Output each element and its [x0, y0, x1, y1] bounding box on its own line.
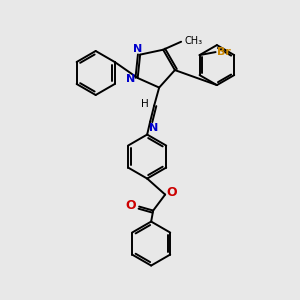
Text: H: H [141, 99, 149, 109]
Text: O: O [126, 199, 136, 212]
Text: Br: Br [217, 47, 230, 57]
Text: N: N [126, 74, 135, 84]
Text: CH₃: CH₃ [184, 36, 202, 46]
Text: N: N [133, 44, 142, 54]
Text: N: N [148, 123, 158, 133]
Text: O: O [167, 186, 178, 199]
